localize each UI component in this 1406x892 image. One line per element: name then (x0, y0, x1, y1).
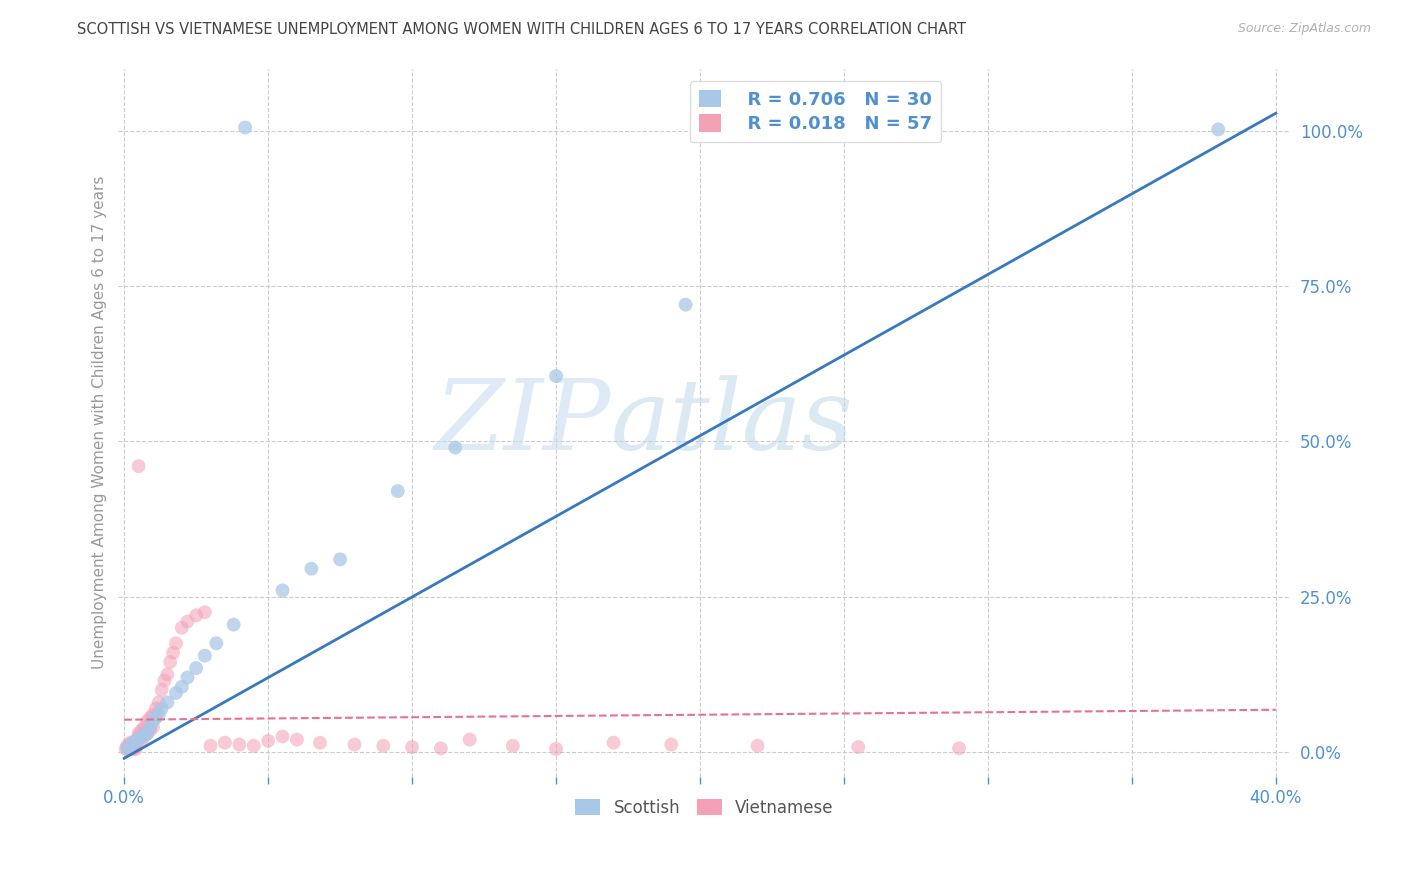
Point (150, 682, 173, 697)
Point (444, 441, 467, 455)
Point (544, 369, 567, 384)
Point (544, 742, 567, 756)
Point (128, 459, 150, 474)
Point (120, 742, 142, 756)
Point (114, 742, 136, 756)
Point (194, 605, 217, 619)
Point (115, 742, 138, 756)
Point (139, 720, 162, 734)
Point (747, 739, 769, 753)
Point (156, 667, 179, 681)
Point (124, 742, 146, 756)
Point (430, 741, 453, 756)
Point (309, 736, 332, 750)
Point (214, 736, 236, 750)
Point (125, 739, 148, 753)
Point (165, 636, 187, 650)
Text: Source: ZipAtlas.com: Source: ZipAtlas.com (1237, 22, 1371, 36)
Point (153, 673, 176, 688)
Point (118, 739, 141, 753)
Point (186, 661, 208, 675)
Text: atlas: atlas (610, 375, 853, 470)
Point (115, 739, 138, 753)
Point (121, 736, 143, 750)
Point (343, 738, 366, 752)
Point (142, 714, 165, 728)
Point (242, 739, 264, 753)
Point (150, 701, 173, 715)
Point (145, 711, 167, 725)
Point (373, 739, 395, 753)
Point (148, 695, 170, 709)
Point (148, 707, 170, 722)
Point (118, 739, 141, 753)
Point (1206, 122, 1229, 136)
Point (233, 120, 256, 135)
Point (170, 621, 193, 635)
Point (205, 636, 228, 650)
Point (285, 732, 308, 747)
Point (271, 583, 294, 598)
Text: SCOTTISH VS VIETNAMESE UNEMPLOYMENT AMONG WOMEN WITH CHILDREN AGES 6 TO 17 YEARS: SCOTTISH VS VIETNAMESE UNEMPLOYMENT AMON… (77, 22, 966, 37)
Point (186, 608, 208, 623)
Point (142, 720, 165, 734)
Point (602, 736, 624, 750)
Point (125, 742, 148, 756)
Point (228, 738, 250, 752)
Point (846, 739, 869, 754)
Point (128, 732, 150, 747)
Y-axis label: Unemployment Among Women with Children Ages 6 to 17 years: Unemployment Among Women with Children A… (93, 176, 107, 669)
Point (165, 686, 187, 700)
Point (131, 730, 153, 744)
Point (118, 736, 141, 750)
Point (659, 738, 682, 752)
Legend: Scottish, Vietnamese: Scottish, Vietnamese (567, 790, 842, 825)
Point (401, 739, 423, 754)
Point (142, 707, 165, 722)
Point (136, 726, 159, 740)
Point (194, 648, 217, 663)
Point (458, 732, 481, 747)
Point (125, 734, 148, 748)
Point (121, 739, 143, 753)
Point (176, 615, 198, 629)
Point (299, 562, 322, 576)
Point (121, 736, 143, 750)
Point (948, 741, 970, 756)
Point (139, 723, 162, 738)
Point (128, 730, 150, 744)
Point (136, 726, 159, 740)
Point (675, 298, 697, 312)
Point (139, 711, 162, 725)
Point (131, 723, 153, 738)
Point (162, 646, 184, 660)
Point (131, 732, 153, 747)
Point (136, 714, 159, 728)
Point (134, 728, 156, 742)
Point (156, 695, 179, 709)
Point (128, 726, 150, 740)
Point (257, 734, 280, 748)
Point (329, 552, 352, 566)
Point (117, 742, 139, 756)
Point (387, 483, 409, 498)
Point (271, 730, 294, 744)
Point (502, 739, 524, 753)
Point (145, 701, 167, 715)
Point (222, 617, 245, 632)
Point (176, 670, 198, 684)
Point (134, 720, 156, 734)
Point (134, 730, 156, 744)
Text: ZIP: ZIP (434, 375, 610, 470)
Point (170, 680, 193, 694)
Point (200, 739, 222, 753)
Point (127, 732, 149, 747)
Point (159, 655, 181, 669)
